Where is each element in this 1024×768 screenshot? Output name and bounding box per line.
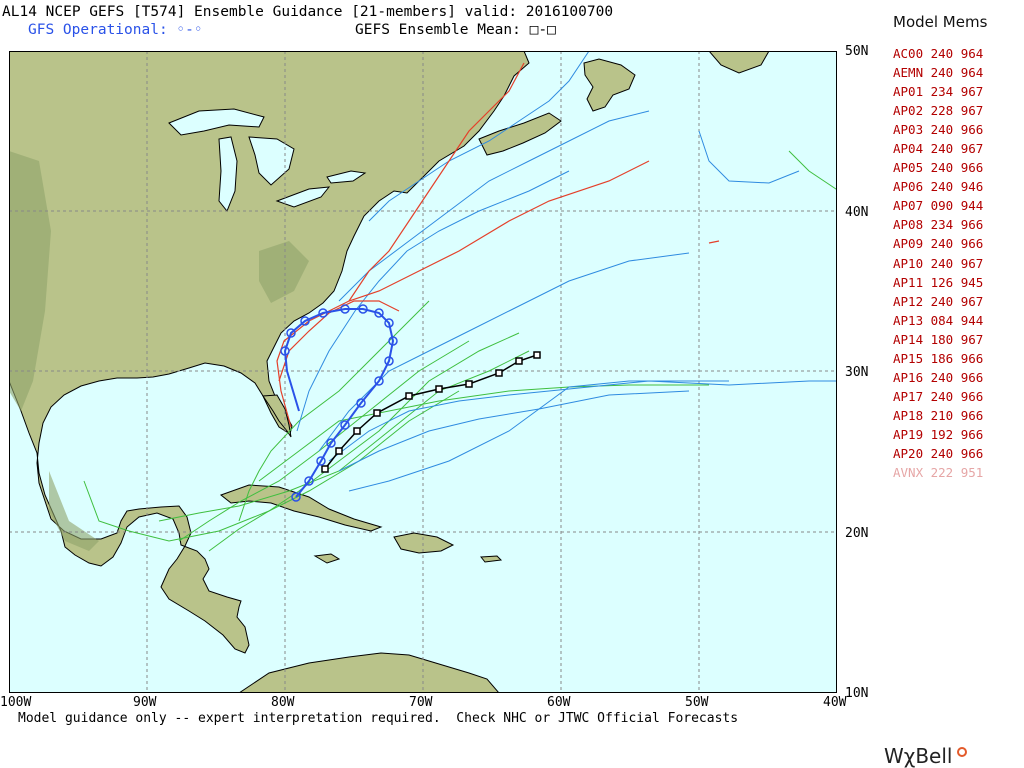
lat-label-20n: 20N (845, 526, 869, 541)
greenland-tip (708, 51, 770, 74)
lake-ontario (326, 170, 367, 184)
legend-item-ap09: AP09 240 966 (893, 236, 984, 252)
lat-label-40n: 40N (845, 205, 869, 220)
gfs-operational-track (280, 304, 398, 502)
gfs-operational-label: GFS Operational: ◦-◦ (28, 22, 203, 38)
nova-scotia-land (478, 112, 562, 156)
model-member-legend: AC00 240 964 AEMN 240 964 AP01 234 967 AP02… (893, 44, 983, 482)
lat-label-30n: 30N (845, 365, 869, 380)
disclaimer-footer: Model guidance only -- expert interpreta… (18, 711, 739, 726)
lat-lon-grid (9, 51, 837, 693)
legend-item-ap07: AP07 090 944 (893, 198, 984, 214)
chart-title: AL14 NCEP GEFS [T574] Ensemble Guidance … (2, 4, 614, 20)
lake-michigan (218, 136, 238, 212)
jamaica-land (313, 553, 341, 564)
legend-item-ac00: AC00 240 964 (893, 46, 984, 61)
terrain-shading (9, 151, 309, 551)
legend-item-ap01: AP01 234 967 (893, 84, 984, 100)
legend-item-ap05: AP05 240 966 (893, 160, 984, 176)
legend-item-ap02: AP02 228 967 (893, 103, 984, 119)
legend-item-ap17: AP17 240 966 (893, 388, 984, 404)
legend-item-ap10: AP10 240 967 (893, 255, 984, 271)
legend-item-ap11: AP11 126 945 (893, 274, 984, 290)
legend-item-ap12: AP12 240 967 (893, 293, 984, 309)
legend-item-ap04: AP04 240 967 (893, 141, 984, 157)
legend-item-ap13: AP13 084 944 (893, 312, 984, 328)
legend-item-avnx: AVNX 222 951 (893, 465, 984, 481)
lon-label-100w: 100W (0, 695, 32, 710)
lat-label-10n: 10N (845, 686, 869, 701)
lake-huron (248, 136, 295, 186)
lon-label-40w: 40W (823, 695, 847, 710)
legend-item-ap18: AP18 210 966 (893, 407, 984, 423)
cuba-land (219, 484, 383, 532)
legend-item-ap19: AP19 192 966 (893, 426, 984, 442)
legend-item-ap06: AP06 240 946 (893, 179, 984, 195)
florida-land (262, 394, 292, 438)
legend-title: Model Mems (893, 13, 988, 31)
lon-label-90w: 90W (133, 695, 157, 710)
ensemble-tracks-blue (296, 51, 837, 492)
legend-item-ap15: AP15 186 966 (893, 350, 984, 366)
lake-erie (275, 186, 331, 208)
legend-item-ap16: AP16 240 966 (893, 369, 984, 385)
newfoundland-land (583, 58, 636, 112)
legend-item-aemn: AEMN 240 964 (893, 65, 984, 81)
lake-superior (168, 108, 265, 136)
legend-item-ap03: AP03 240 966 (893, 122, 984, 138)
south-america-land (238, 652, 500, 693)
ensemble-mean-track (321, 351, 541, 473)
legend-item-ap20: AP20 240 966 (893, 445, 984, 461)
ensemble-tracks-red (276, 62, 720, 428)
weatherbell-logo[interactable]: WχBell (884, 744, 953, 768)
lat-label-50n: 50N (845, 44, 869, 59)
legend-item-ap08: AP08 234 966 (893, 217, 984, 233)
lon-label-60w: 60W (547, 695, 571, 710)
logo-dot-icon (957, 747, 967, 757)
storm-track-map[interactable] (9, 51, 837, 693)
puerto-rico-land (480, 555, 503, 563)
gefs-mean-label: GEFS Ensemble Mean: □-□ (355, 22, 556, 38)
lon-label-70w: 70W (409, 695, 433, 710)
lon-label-50w: 50W (685, 695, 709, 710)
map-frame (9, 51, 837, 693)
lon-label-80w: 80W (271, 695, 295, 710)
legend-item-ap14: AP14 180 967 (893, 331, 984, 347)
